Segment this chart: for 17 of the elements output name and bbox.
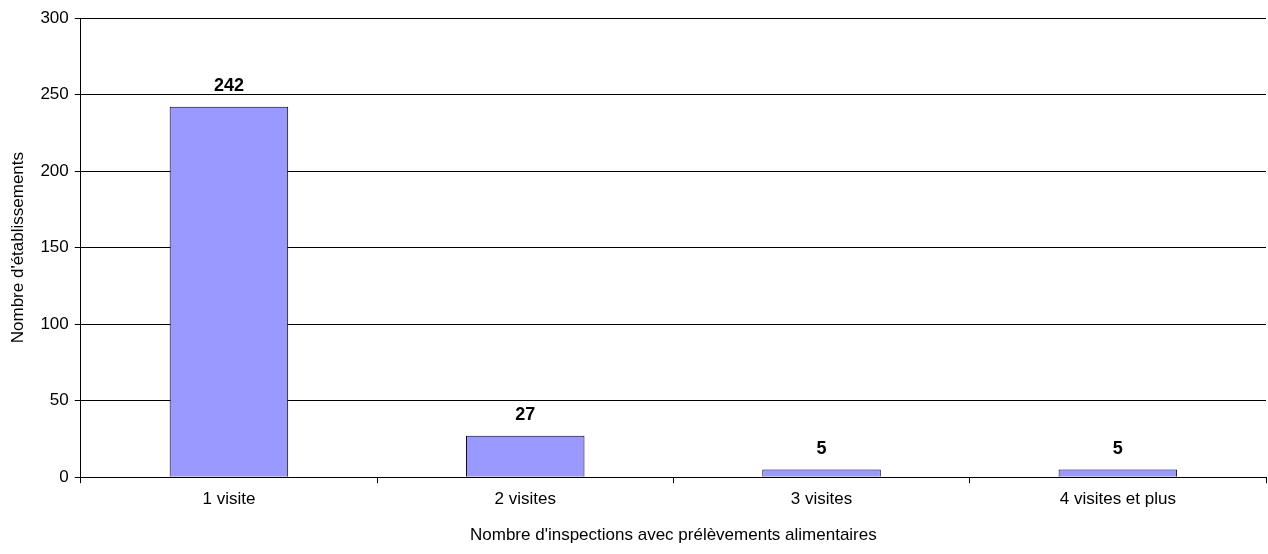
y-tick-label: 250 <box>40 84 69 104</box>
y-axis-title: Nombre d'établissements <box>7 151 27 344</box>
data-label: 242 <box>213 74 244 95</box>
x-axis-title: Nombre d'inspections avec prélèvements alimentaires <box>470 525 877 545</box>
x-tick-label: 4 visites et plus <box>1059 489 1176 509</box>
x-tick-label: 1 visite <box>202 489 256 509</box>
y-tick-label: 0 <box>59 466 69 486</box>
y-tick-label: 200 <box>40 160 69 180</box>
y-tick-label: 50 <box>49 390 69 410</box>
x-tick-label: 2 visites <box>494 489 556 509</box>
y-tick-label: 300 <box>40 7 69 27</box>
x-tick-label: 3 visites <box>790 489 853 509</box>
y-tick-label: 100 <box>40 313 69 333</box>
data-label: 27 <box>515 403 536 424</box>
data-label: 5 <box>1112 437 1123 458</box>
y-tick-label: 150 <box>40 237 69 257</box>
data-label: 5 <box>816 437 827 458</box>
